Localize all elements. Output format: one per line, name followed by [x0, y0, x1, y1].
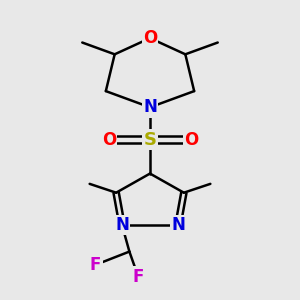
Text: F: F	[90, 256, 101, 274]
Text: O: O	[184, 131, 198, 149]
Text: N: N	[171, 216, 185, 234]
Text: S: S	[143, 131, 157, 149]
Text: O: O	[102, 131, 116, 149]
Text: N: N	[143, 98, 157, 116]
Text: F: F	[133, 268, 144, 286]
Text: O: O	[143, 29, 157, 47]
Text: N: N	[115, 216, 129, 234]
